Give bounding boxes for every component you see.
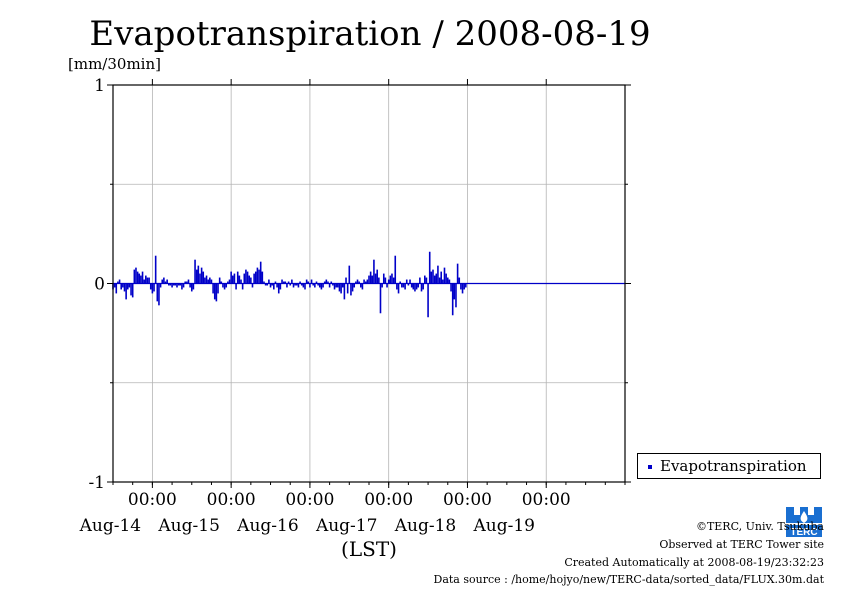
footer-data-source: Data source : /home/hojyo/new/TERC-data/…: [433, 573, 825, 586]
legend-swatch: [648, 465, 652, 469]
x-tick-label: 00:00: [522, 490, 571, 510]
footer-created: Created Automatically at 2008-08-19/23:3…: [564, 556, 824, 569]
day-label: Aug-19: [472, 516, 534, 536]
y-axis-unit-label: [mm/30min]: [68, 55, 161, 73]
day-label: Aug-15: [157, 516, 219, 536]
logo-text: TERC: [790, 527, 817, 538]
day-label: Aug-14: [79, 516, 141, 536]
chart-title: Evapotranspiration / 2008-08-19: [89, 14, 651, 54]
y-tick-label: 0: [94, 275, 105, 295]
y-tick-label: 1: [94, 76, 105, 96]
terc-logo-icon: TERC: [786, 507, 822, 538]
footer-observed: Observed at TERC Tower site: [659, 538, 824, 551]
x-axis-label: (LST): [341, 537, 397, 561]
legend-label-evapotranspiration: Evapotranspiration: [660, 457, 807, 475]
day-label: Aug-18: [394, 516, 456, 536]
x-tick-label: 00:00: [443, 490, 492, 510]
y-tick-label: -1: [88, 473, 105, 493]
x-tick-label: 00:00: [128, 490, 177, 510]
legend: Evapotranspiration: [637, 453, 821, 479]
footer-copyright: ©TERC, Univ. Tsukuba: [695, 520, 824, 533]
day-label: Aug-16: [236, 516, 298, 536]
x-tick-label: 00:00: [364, 490, 413, 510]
x-tick-label: 00:00: [207, 490, 256, 510]
x-tick-label: 00:00: [285, 490, 334, 510]
day-label: Aug-17: [315, 516, 377, 536]
